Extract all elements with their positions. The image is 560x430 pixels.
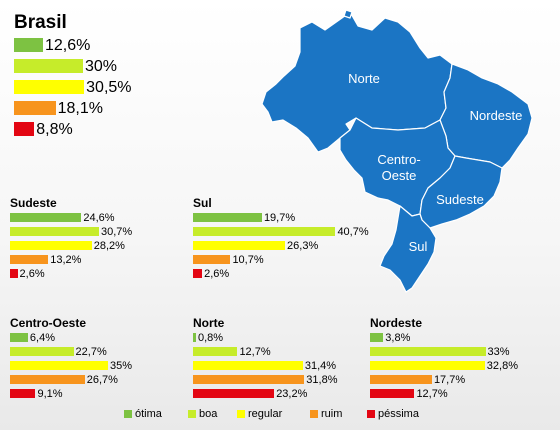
chart-title: Centro-Oeste [10,316,87,330]
bar-sudeste-péssima [10,269,18,278]
bar-value-label: 2,6% [204,268,230,280]
bar-value-label: 26,3% [287,240,319,252]
bar-value-label: 24,6% [83,212,115,224]
bar-value-label: 17,7% [433,374,466,386]
bar-norte-boa [193,347,238,356]
bar-value-label: 30,5% [86,79,132,96]
map-label-centro-oeste: Centro- [377,152,420,167]
bar-value-label: 6,4% [29,332,55,344]
chart-title: Nordeste [370,316,423,330]
bar-value-label: 30% [85,58,118,75]
bar-value-label: 3,8% [385,332,411,344]
bar-value-label: 31,4% [304,360,337,372]
bar-value-label: 8,8% [36,121,73,138]
bar-value-label: 31,8% [306,374,338,386]
bar-centro-oeste-regular [10,361,108,370]
bar-value-label: 33% [487,346,510,358]
bar-brasil-ruim [14,101,56,115]
bar-nordeste-ótima [370,333,384,342]
bar-sudeste-ruim [10,255,49,264]
bar-sul-péssima [193,269,203,278]
legend-label: regular [248,408,283,420]
bar-value-label: 23,2% [276,388,308,400]
chart-title: Sudeste [10,196,57,210]
bar-brasil-boa [14,59,83,73]
legend: ótima boa regular ruim péssima [0,404,560,424]
bar-value-label: 26,7% [86,374,118,386]
legend-label: péssima [378,408,419,420]
bar-norte-ótima [193,333,196,342]
map-label-sul: Sul [409,239,428,254]
bar-value-label: 0,8% [198,332,224,344]
bar-value-label: 28,2% [93,240,125,252]
bar-value-label: 13,2% [50,254,82,266]
chart-title: Brasil [14,12,67,33]
bar-brasil-regular [14,80,85,94]
map-label-norte: Norte [348,71,380,86]
map-label-sudeste: Sudeste [436,192,484,207]
bar-brasil-péssima [14,122,35,136]
map-label-centro-oeste: Oeste [382,168,417,183]
bar-value-label: 35% [110,360,133,372]
bar-value-label: 19,7% [263,212,296,224]
bar-sudeste-regular [10,241,92,250]
bar-sul-boa [193,227,336,236]
legend-label: ruim [321,408,343,420]
bar-nordeste-péssima [370,389,415,398]
bar-nordeste-ruim [370,375,432,384]
bar-value-label: 30,7% [101,226,133,238]
map-region-sul [379,205,437,293]
bar-sul-regular [193,241,286,250]
bar-norte-regular [193,361,303,370]
legend-swatch [124,410,132,418]
bar-sul-ótima [193,213,262,222]
map-island [343,9,353,19]
map-label-nordeste: Nordeste [470,108,523,123]
chart-title: Sul [193,196,212,210]
bar-nordeste-boa [370,347,486,356]
legend-swatch [310,410,318,418]
bar-norte-ruim [193,375,305,384]
bar-centro-oeste-péssima [10,389,36,398]
bar-nordeste-regular [370,361,485,370]
bar-value-label: 22,7% [75,346,107,358]
chart-title: Norte [193,316,225,330]
bar-value-label: 9,1% [37,388,63,400]
bar-value-label: 40,7% [337,226,369,238]
legend-swatch [367,410,375,418]
legend-swatch [237,410,245,418]
bar-value-label: 12,7% [239,346,271,358]
bar-brasil-ótima [14,38,43,52]
bar-centro-oeste-boa [10,347,74,356]
legend-label: boa [199,408,218,420]
bar-value-label: 12,7% [416,388,448,400]
bar-value-label: 12,6% [44,37,91,54]
bar-centro-oeste-ruim [10,375,85,384]
legend-swatch [188,410,196,418]
bar-value-label: 32,8% [486,360,518,372]
bar-norte-péssima [193,389,275,398]
bar-sudeste-boa [10,227,100,236]
bar-value-label: 18,1% [57,100,103,117]
bar-sudeste-ótima [10,213,82,222]
legend-label: ótima [135,408,162,420]
bar-sul-ruim [193,255,231,264]
bar-centro-oeste-ótima [10,333,28,342]
bar-value-label: 2,6% [19,268,45,280]
bar-value-label: 10,7% [232,254,264,266]
map-region-sudeste [419,155,503,229]
